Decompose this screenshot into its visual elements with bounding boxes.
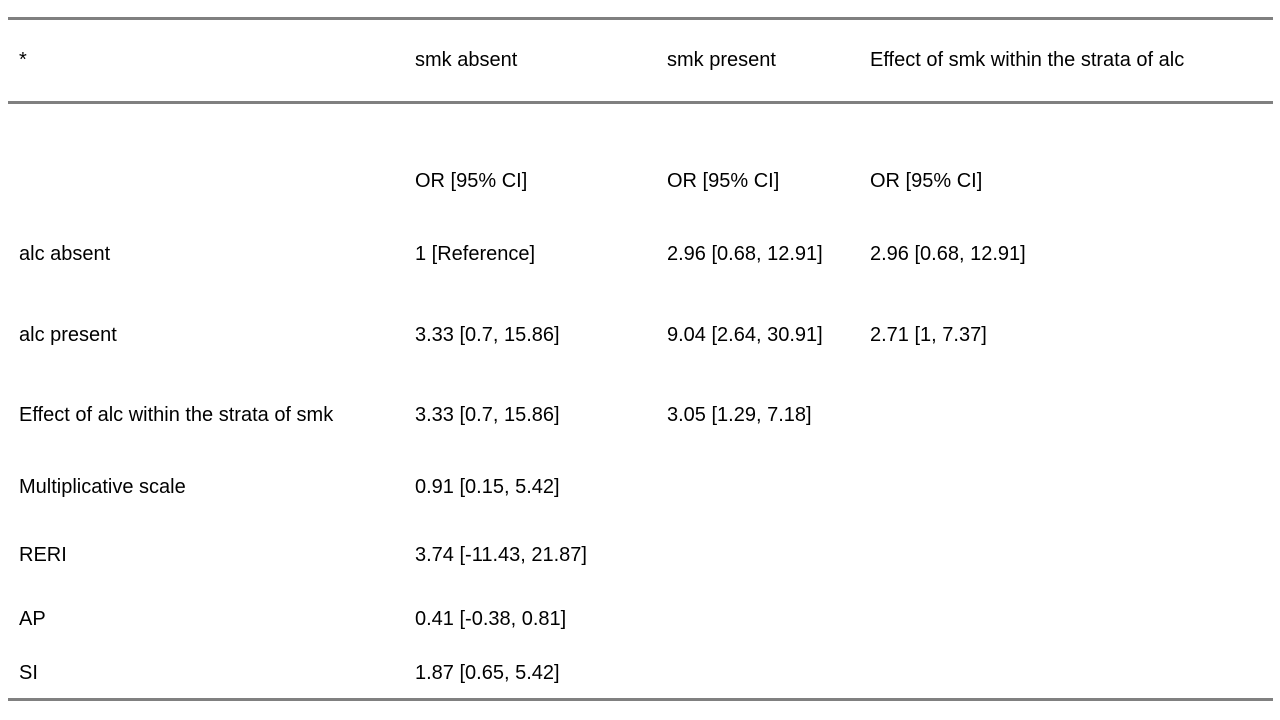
row-label <box>8 148 404 216</box>
table-cell: 3.74 [-11.43, 21.87] <box>415 544 587 566</box>
table-row-alc-present: alc present 3.33 [0.7, 15.86] 9.04 [2.64… <box>8 293 1273 378</box>
column-header-smk-absent: smk absent <box>404 17 656 104</box>
table-row-ap: AP 0.41 [-0.38, 0.81] <box>8 590 1273 649</box>
table-cell: OR [95% CI] <box>415 170 528 192</box>
table-cell: OR [95% CI] <box>667 170 780 192</box>
spacer-row <box>8 103 1273 148</box>
row-label: AP <box>19 607 46 630</box>
table-cell <box>859 648 1273 701</box>
row-label: alc absent <box>19 242 111 265</box>
row-label: Effect of alc within the strata of smk <box>19 404 334 426</box>
table-cell <box>859 522 1273 590</box>
table-row-reri: RERI 3.74 [-11.43, 21.87] <box>8 522 1273 590</box>
table-row-alc-absent: alc absent 1 [Reference] 2.96 [0.68, 12.… <box>8 216 1273 293</box>
table-cell: 3.33 [0.7, 15.86] <box>415 404 560 426</box>
row-label: SI <box>8 648 404 701</box>
empty-cell <box>404 103 656 148</box>
table-cell: 2.71 [1, 7.37] <box>870 323 987 346</box>
interaction-results-table: * smk absent smk present Effect of smk w… <box>8 17 1273 701</box>
table-cell: 0.91 [0.15, 5.42] <box>415 476 560 498</box>
empty-cell <box>859 103 1273 148</box>
table-cell <box>859 378 1273 454</box>
row-label: RERI <box>19 544 67 566</box>
table-row-or-ci-header: OR [95% CI] OR [95% CI] OR [95% CI] <box>8 148 1273 216</box>
column-header-row-label: * <box>8 17 404 104</box>
table-cell <box>859 590 1273 649</box>
table-cell: 1 [Reference] <box>415 242 536 265</box>
empty-cell <box>8 103 404 148</box>
row-label: alc present <box>19 323 117 346</box>
table-cell: 0.41 [-0.38, 0.81] <box>415 607 567 630</box>
table-cell <box>656 590 859 649</box>
table-cell: 3.33 [0.7, 15.86] <box>415 323 560 346</box>
table-cell: 1.87 [0.65, 5.42] <box>404 648 656 701</box>
table-row-si: SI 1.87 [0.65, 5.42] <box>8 648 1273 701</box>
table-cell: 2.96 [0.68, 12.91] <box>870 242 1026 265</box>
table-cell: 2.96 [0.68, 12.91] <box>667 242 823 265</box>
table-cell: 9.04 [2.64, 30.91] <box>667 323 823 346</box>
table-cell <box>656 522 859 590</box>
empty-cell <box>656 103 859 148</box>
table-cell: 3.05 [1.29, 7.18] <box>667 404 812 426</box>
row-label: Multiplicative scale <box>19 476 186 498</box>
table-cell <box>656 454 859 522</box>
table-row-effect-of-alc: Effect of alc within the strata of smk 3… <box>8 378 1273 454</box>
table-cell <box>656 648 859 701</box>
table-row-multiplicative-scale: Multiplicative scale 0.91 [0.15, 5.42] <box>8 454 1273 522</box>
column-header-smk-present: smk present <box>656 17 859 104</box>
table-cell <box>859 454 1273 522</box>
column-header-effect-smk: Effect of smk within the strata of alc <box>859 17 1273 104</box>
table-header-row: * smk absent smk present Effect of smk w… <box>8 17 1273 104</box>
table-cell: OR [95% CI] <box>870 170 983 192</box>
